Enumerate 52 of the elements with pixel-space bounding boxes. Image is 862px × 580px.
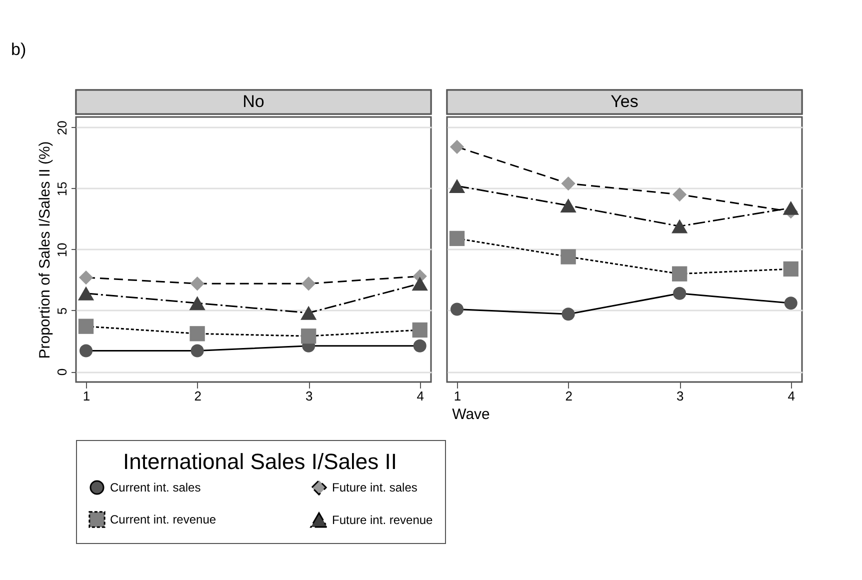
point — [782, 200, 799, 215]
y-tick-label: 15 — [54, 182, 70, 196]
point — [449, 230, 465, 246]
x-tick-label: 3 — [676, 388, 684, 404]
point — [300, 306, 317, 320]
chart-title: No — [242, 92, 264, 111]
point — [413, 339, 426, 352]
point — [190, 276, 204, 291]
point — [190, 344, 204, 358]
x-tick-label: 2 — [565, 388, 572, 404]
point — [79, 344, 93, 358]
point — [672, 187, 687, 202]
text: b) — [11, 40, 26, 59]
y-tick-label: 5 — [54, 307, 70, 315]
point — [412, 276, 428, 291]
point — [412, 322, 428, 338]
x-tick-label: 4 — [788, 388, 795, 404]
point — [302, 276, 316, 291]
point — [562, 308, 575, 321]
x-tick-label: 1 — [82, 388, 90, 404]
point — [448, 178, 466, 193]
point — [450, 140, 464, 154]
y-axis-title: Proportion of Sales I/Sales II (%) — [36, 141, 54, 359]
point — [784, 296, 798, 310]
legend-label: Current int. revenue — [110, 512, 216, 526]
x-tick-label: 1 — [454, 388, 462, 404]
legend-label: Future int. sales — [332, 480, 418, 494]
point — [560, 249, 576, 264]
x-tick-label: 4 — [416, 388, 424, 404]
legend-title: International Sales I/Sales II — [123, 449, 397, 474]
point — [78, 270, 94, 285]
point — [450, 302, 464, 316]
x-axis-title: Wave — [452, 406, 490, 423]
point — [672, 219, 688, 234]
x-tick-label: 3 — [305, 388, 313, 404]
point — [783, 261, 798, 277]
y-tick-label: 20 — [54, 120, 70, 136]
point — [673, 286, 686, 300]
point — [672, 266, 688, 282]
point — [301, 328, 316, 344]
point — [78, 318, 94, 334]
y-tick-label: 0 — [54, 368, 70, 376]
point — [560, 198, 576, 212]
y-tick-label: 10 — [54, 242, 70, 258]
point — [78, 286, 94, 300]
chart-title: Yes — [610, 92, 638, 111]
x-tick-label: 2 — [194, 388, 202, 404]
point — [190, 326, 205, 342]
point — [561, 176, 576, 191]
legend-label: Current int. sales — [110, 480, 201, 494]
legend-label: Future int. revenue — [332, 513, 434, 527]
point — [189, 296, 206, 310]
